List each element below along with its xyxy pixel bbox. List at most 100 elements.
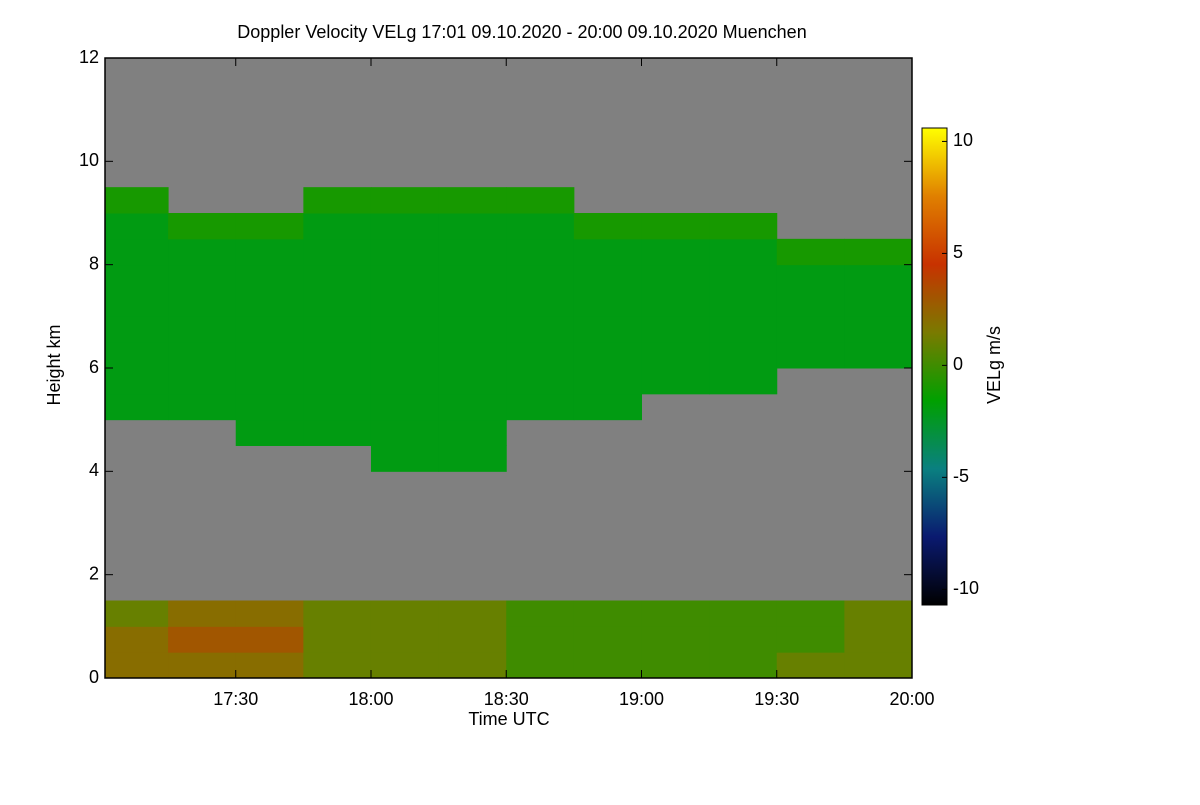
heatmap-cell — [776, 316, 845, 343]
heatmap-cell — [641, 342, 710, 369]
heatmap-cell — [709, 368, 778, 395]
heatmap-cell — [506, 393, 575, 421]
heatmap-cell — [506, 316, 575, 343]
heatmap-cell — [168, 316, 237, 343]
heatmap-cell — [506, 187, 575, 214]
heatmap-cell — [370, 445, 440, 472]
heatmap-cell — [303, 419, 372, 446]
heatmap-cell — [709, 290, 778, 317]
heatmap-cell — [573, 290, 642, 317]
heatmap-cell — [506, 626, 575, 653]
heatmap-cell — [168, 264, 237, 291]
y-tick-label: 8 — [89, 253, 99, 273]
heatmap-cell — [235, 213, 304, 240]
heatmap-cell — [641, 238, 710, 266]
heatmap-cell — [438, 600, 507, 627]
heatmap-cell — [844, 290, 913, 317]
heatmap-cell — [438, 238, 507, 266]
heatmap-cell — [105, 652, 169, 679]
heatmap-cell — [709, 652, 778, 679]
heatmap-cell — [105, 238, 169, 266]
heatmap-cell — [370, 238, 440, 266]
heatmap-cell — [506, 264, 575, 291]
heatmap-cell — [573, 264, 642, 291]
heatmap-cell — [303, 187, 372, 214]
heatmap-cell — [235, 238, 304, 266]
colorbar — [921, 127, 948, 606]
heatmap-cell — [844, 238, 913, 266]
heatmap-cell — [105, 626, 169, 653]
y-tick-label: 6 — [89, 357, 99, 377]
heatmap-cell — [844, 600, 913, 627]
x-tick-label: 18:30 — [484, 689, 529, 709]
heatmap-cell — [506, 342, 575, 369]
colorbar-tick-label: 0 — [953, 354, 963, 374]
heatmap-cell — [573, 626, 642, 653]
heatmap-cell — [235, 393, 304, 421]
y-tick-label: 12 — [79, 47, 99, 67]
heatmap-cell — [709, 600, 778, 627]
heatmap-cell — [844, 342, 913, 369]
heatmap-cell — [776, 342, 845, 369]
heatmap-cell — [641, 368, 710, 395]
heatmap-cell — [573, 316, 642, 343]
heatmap-cell — [506, 290, 575, 317]
heatmap-cell — [370, 342, 440, 369]
heatmap-cell — [303, 290, 372, 317]
heatmap-cell — [506, 238, 575, 266]
heatmap-cell — [168, 393, 237, 421]
y-axis-label: Height km — [44, 324, 64, 405]
heatmap-cell — [844, 626, 913, 653]
heatmap-cell — [105, 264, 169, 291]
x-axis-label: Time UTC — [468, 709, 549, 729]
colorbar-tick-label: 10 — [953, 130, 973, 150]
heatmap-cell — [709, 342, 778, 369]
heatmap-cell — [709, 316, 778, 343]
colorbar-tick-label: 5 — [953, 242, 963, 262]
heatmap-cell — [370, 316, 440, 343]
heatmap-cell — [844, 264, 913, 291]
heatmap-cell — [573, 213, 642, 240]
heatmap-cell — [370, 600, 440, 627]
heatmap-cell — [709, 238, 778, 266]
heatmap-cell — [370, 264, 440, 291]
x-tick-label: 17:30 — [213, 689, 258, 709]
heatmap-cell — [438, 342, 507, 369]
heatmap-cell — [370, 419, 440, 446]
heatmap-cell — [168, 626, 237, 653]
heatmap-cell — [438, 213, 507, 240]
x-tick-label: 20:00 — [889, 689, 934, 709]
heatmap-cell — [370, 368, 440, 395]
heatmap-cell — [506, 368, 575, 395]
heatmap-cell — [573, 393, 642, 421]
heatmap-cell — [235, 368, 304, 395]
heatmap-cell — [438, 626, 507, 653]
heatmap-cell — [105, 393, 169, 421]
heatmap-cell — [235, 316, 304, 343]
heatmap-cell — [303, 393, 372, 421]
colorbar-tick-label: -5 — [953, 466, 969, 486]
heatmap-cell — [573, 600, 642, 627]
heatmap-cell — [370, 393, 440, 421]
heatmap-cell — [168, 600, 237, 627]
heatmap-cell — [303, 238, 372, 266]
heatmap-cell — [235, 652, 304, 679]
heatmap-cell — [573, 652, 642, 679]
heatmap-cell — [370, 652, 440, 679]
heatmap-cell — [105, 213, 169, 240]
heatmap-cell — [168, 368, 237, 395]
heatmap-cell — [303, 600, 372, 627]
heatmap-cell — [303, 626, 372, 653]
heatmap-cell — [573, 342, 642, 369]
heatmap-cell — [438, 187, 507, 214]
heatmap-cell — [776, 238, 845, 266]
heatmap-cell — [641, 290, 710, 317]
heatmap-cell — [105, 187, 169, 214]
heatmap-cell — [438, 445, 507, 472]
heatmap-cell — [303, 342, 372, 369]
heatmap-cell — [235, 264, 304, 291]
x-tick-label: 18:00 — [348, 689, 393, 709]
heatmap-cell — [235, 626, 304, 653]
heatmap-cell — [438, 290, 507, 317]
heatmap-cell — [168, 342, 237, 369]
